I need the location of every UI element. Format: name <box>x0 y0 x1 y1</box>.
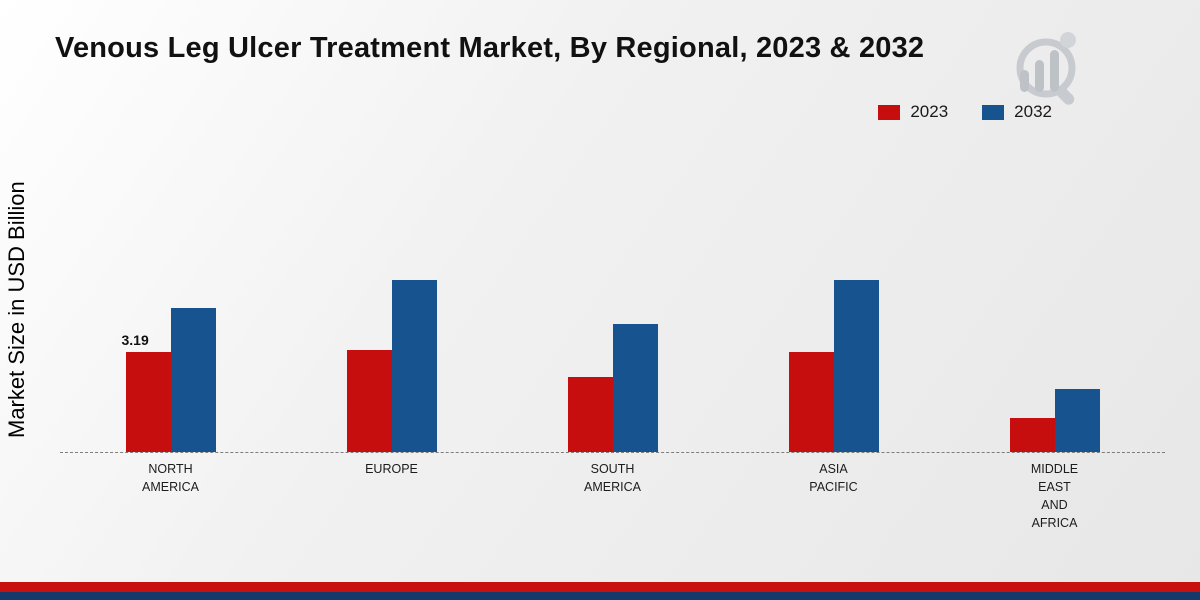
chart-title: Venous Leg Ulcer Treatment Market, By Re… <box>55 32 925 64</box>
legend: 2023 2032 <box>878 102 1052 122</box>
category-label-3: ASIA PACIFIC <box>809 462 858 495</box>
bar-2032-3 <box>833 279 879 452</box>
bar-wrap <box>346 264 392 452</box>
bar-2023-4 <box>1009 417 1055 452</box>
bar-wrap: 3.19 <box>122 264 171 452</box>
legend-swatch-2023 <box>878 104 901 120</box>
legend-swatch-2032 <box>982 104 1005 120</box>
plot-area: 3.19 NORTH AMERICA EUROPE SOUTH AMERICA ASI… <box>60 264 1165 533</box>
bar-wrap <box>391 264 437 452</box>
bar-wrap <box>612 264 658 452</box>
bar-2032-4 <box>1054 389 1100 452</box>
bar-group-1 <box>281 264 502 452</box>
footer-red-band <box>0 582 1200 592</box>
bar-2023-2 <box>567 376 613 452</box>
bar-2023-3 <box>788 351 834 452</box>
bar-group-0: 3.19 <box>60 264 281 452</box>
category-label-2: SOUTH AMERICA <box>584 462 641 495</box>
bar-2032-0 <box>170 307 216 452</box>
bar-wrap <box>1009 264 1055 452</box>
bar-group-2 <box>502 264 723 452</box>
bar-value-label: 3.19 <box>121 332 149 349</box>
bars-row: 3.19 <box>60 264 1165 453</box>
legend-item-2023: 2023 <box>878 102 948 122</box>
bar-wrap <box>1054 264 1100 452</box>
category-label-1: EUROPE <box>365 462 418 476</box>
brand-logo-icon <box>998 26 1082 110</box>
category-label-0: NORTH AMERICA <box>142 462 199 495</box>
bar-2023-0 <box>125 352 171 452</box>
bar-2023-1 <box>346 350 392 452</box>
footer-navy-band <box>0 592 1200 600</box>
bar-wrap <box>833 264 879 452</box>
bar-wrap <box>567 264 613 452</box>
labels-row: NORTH AMERICA EUROPE SOUTH AMERICA ASIA PAC… <box>60 453 1165 533</box>
legend-item-2032: 2032 <box>982 102 1052 122</box>
bar-group-3 <box>723 264 944 452</box>
bar-group-4 <box>944 264 1165 452</box>
legend-label-2023: 2023 <box>910 102 949 121</box>
legend-label-2032: 2032 <box>1014 102 1052 121</box>
bar-wrap <box>788 264 834 452</box>
bar-2032-2 <box>612 323 658 452</box>
bar-wrap <box>170 264 216 452</box>
category-label-4: MIDDLE EAST AND AFRICA <box>1030 462 1079 531</box>
bar-2032-1 <box>391 279 437 452</box>
y-axis-label: Market Size in USD Billion <box>4 181 29 439</box>
